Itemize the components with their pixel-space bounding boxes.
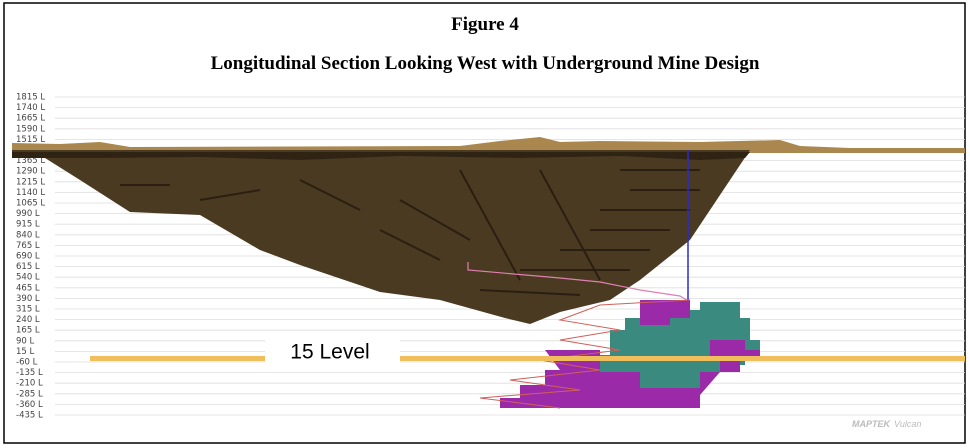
level-label: 165 L	[16, 326, 40, 336]
ramp	[479, 299, 691, 409]
level-label: 1740 L	[16, 103, 45, 113]
annotation-box	[265, 334, 400, 370]
level-label: -435 L	[16, 411, 43, 421]
level-label: 1215 L	[16, 177, 45, 187]
level-label: 840 L	[16, 230, 40, 240]
level-label: 1665 L	[16, 114, 45, 124]
level-label: 1290 L	[16, 167, 45, 177]
level-label: 1140 L	[16, 188, 45, 198]
level-label: 240 L	[16, 315, 40, 325]
level-label: -360 L	[16, 400, 43, 410]
figure-title: Figure 4	[451, 14, 519, 35]
stopes	[500, 300, 760, 408]
level-label: 315 L	[16, 305, 40, 315]
level-label: -285 L	[16, 389, 43, 399]
level-label: 1365 L	[16, 156, 45, 166]
level-label: 915 L	[16, 220, 40, 230]
decline	[467, 262, 691, 303]
level-label: 990 L	[16, 209, 40, 219]
watermark-product: Vulcan	[894, 419, 921, 429]
watermark-brand: MAPTEK	[852, 419, 892, 429]
level-label: 390 L	[16, 294, 40, 304]
level-label: 15 L	[16, 347, 35, 357]
pit	[12, 150, 750, 324]
level-line	[90, 356, 965, 361]
annotation: 15 Level	[290, 341, 369, 364]
pit-bench	[12, 152, 750, 160]
level-label: 690 L	[16, 252, 40, 262]
level-label: 1065 L	[16, 199, 45, 209]
level-label: 1815 L	[16, 93, 45, 103]
surface	[12, 137, 965, 153]
level-label: -60 L	[16, 358, 38, 368]
pit-texture	[120, 169, 700, 296]
level-label: 1590 L	[16, 124, 45, 134]
level-label: 540 L	[16, 273, 40, 283]
level-label: -210 L	[16, 379, 43, 389]
level-label: 615 L	[16, 262, 40, 272]
level-label: 1515 L	[16, 135, 45, 145]
level-label: 765 L	[16, 241, 40, 251]
level-label: -135 L	[16, 368, 43, 378]
level-label: 465 L	[16, 283, 40, 293]
figure-subtitle: Longitudinal Section Looking West with U…	[211, 53, 760, 74]
level-label: 90 L	[16, 336, 35, 346]
